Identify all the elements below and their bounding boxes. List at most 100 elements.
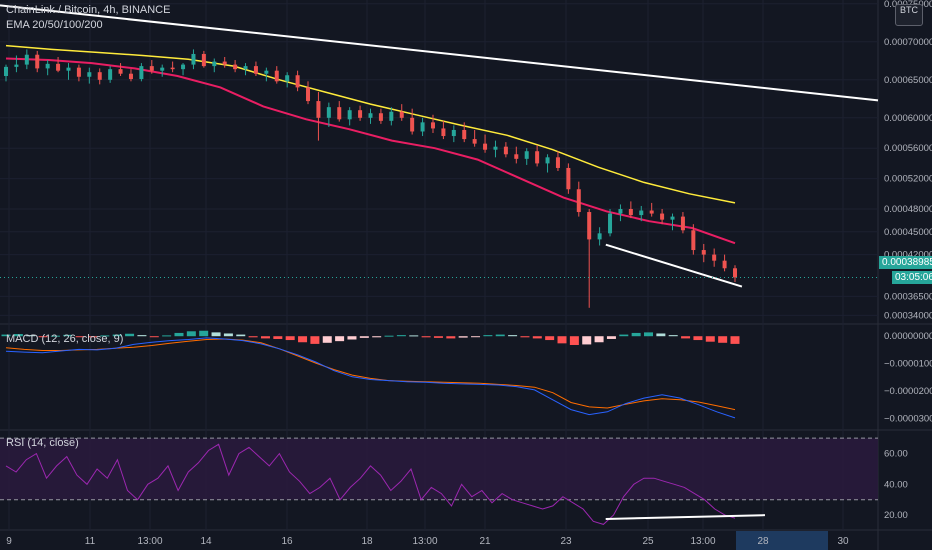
macd-histogram-bar: [1, 334, 11, 337]
macd-histogram-bar: [149, 336, 159, 338]
candle-body: [441, 128, 446, 137]
candle-body: [97, 72, 102, 80]
candle-body: [503, 146, 508, 155]
macd-histogram-bar: [174, 332, 184, 337]
macd-histogram-bar: [520, 336, 530, 338]
time-axis-label: 16: [281, 536, 293, 547]
macd-histogram-bar: [162, 335, 172, 337]
macd-histogram-bar: [421, 336, 431, 338]
macd-histogram-bar: [273, 336, 283, 339]
time-axis-label: 30: [837, 536, 849, 547]
time-axis-label: 13:00: [690, 536, 715, 547]
candle-body: [170, 67, 175, 70]
rsi-band-fill: [0, 438, 878, 500]
candle-body: [76, 67, 81, 77]
candle-body: [4, 66, 8, 76]
candle-body: [368, 113, 373, 118]
macd-histogram-bar: [359, 336, 369, 338]
candle-body: [160, 67, 165, 71]
macd-histogram-bar: [248, 336, 258, 338]
macd-histogram-bar: [50, 335, 60, 337]
macd-histogram-bar: [26, 335, 36, 337]
rsi-indicator-label: RSI (14, close): [6, 437, 79, 449]
candle-body: [535, 151, 540, 164]
candle-body: [306, 87, 311, 102]
candle-body: [514, 154, 519, 159]
currency-badge[interactable]: BTC: [895, 4, 923, 26]
macd-line: [5, 337, 736, 419]
time-axis-label: 23: [560, 536, 572, 547]
time-axis-label: 25: [642, 536, 654, 547]
ema-slow-line: [5, 44, 736, 204]
candle-body: [566, 167, 571, 190]
ema-indicator-label: EMA 20/50/100/200: [6, 19, 103, 31]
candle-body: [274, 70, 279, 82]
macd-histogram-bar: [532, 336, 542, 339]
candle-body: [347, 110, 352, 120]
candle-body: [139, 66, 144, 80]
macd-histogram-bar: [458, 336, 468, 338]
candle-body: [212, 61, 217, 67]
time-axis-label: 28: [757, 536, 769, 547]
macd-histogram-bar: [619, 334, 629, 337]
candle-body: [87, 72, 92, 77]
ema-fast-line: [5, 57, 736, 245]
candle-body: [555, 157, 560, 168]
macd-histogram-bar: [223, 333, 233, 337]
macd-indicator-label: MACD (12, 26, close, 9): [6, 333, 124, 345]
macd-indicator-title[interactable]: MACD (12, 26, close, 9): [6, 333, 127, 345]
candle-body: [576, 189, 581, 213]
macd-histogram-bar: [681, 336, 691, 339]
macd-histogram-bar: [310, 336, 320, 344]
candle-body: [701, 250, 706, 255]
candle-body: [670, 216, 675, 220]
candle-body: [493, 146, 498, 150]
macd-histogram-bar: [606, 336, 616, 339]
macd-histogram-bar: [322, 336, 332, 343]
macd-axis-label: 0.00000000: [884, 331, 932, 342]
candle-body: [420, 122, 425, 132]
macd-histogram-bar: [372, 336, 382, 338]
candle-body: [316, 101, 321, 118]
candle-body: [472, 139, 477, 144]
macd-histogram-bar: [63, 334, 73, 337]
candle-body: [243, 66, 248, 70]
price-axis-label: 0.00052000: [884, 174, 932, 185]
macd-histogram-bar: [285, 336, 295, 341]
macd-histogram-bar: [545, 336, 555, 341]
candle-body: [128, 73, 133, 80]
candle-body: [451, 129, 456, 137]
rsi-indicator-title[interactable]: RSI (14, close): [6, 437, 83, 449]
price-axis-label: 0.00045000: [884, 227, 932, 238]
macd-histogram-bar: [87, 336, 97, 338]
time-axis-label: 13:00: [412, 536, 437, 547]
price-axis-label: 0.00065000: [884, 75, 932, 86]
time-axis-label: 13:00: [137, 536, 162, 547]
candle-body: [410, 117, 415, 132]
macd-histogram-bar: [13, 334, 23, 337]
price-axis-label: 0.00036500: [884, 291, 932, 302]
countdown-value: 03:05:06: [895, 272, 932, 283]
candle-body: [326, 107, 331, 118]
candle-body: [285, 75, 290, 82]
macd-histogram-bar: [594, 336, 604, 343]
candle-body: [462, 129, 467, 140]
price-axis-label: 0.00060000: [884, 113, 932, 124]
ema-indicator-title[interactable]: EMA 20/50/100/200: [6, 19, 107, 31]
trendline: [0, 4, 879, 102]
candle-body: [201, 53, 206, 67]
price-axis-label: 0.00042000: [884, 250, 932, 261]
candle-body: [337, 107, 342, 120]
macd-histogram-bar: [644, 332, 654, 337]
macd-histogram-bar: [125, 333, 135, 337]
time-axis-label: 11: [85, 536, 96, 547]
candle-body: [149, 66, 154, 71]
candle-body: [295, 75, 300, 88]
candle-body: [649, 210, 654, 214]
candle-body: [597, 233, 602, 240]
candle-body: [628, 209, 633, 216]
candle-body: [45, 63, 50, 69]
candle-body: [222, 61, 227, 65]
macd-axis-label: −0.00002000: [884, 386, 932, 397]
